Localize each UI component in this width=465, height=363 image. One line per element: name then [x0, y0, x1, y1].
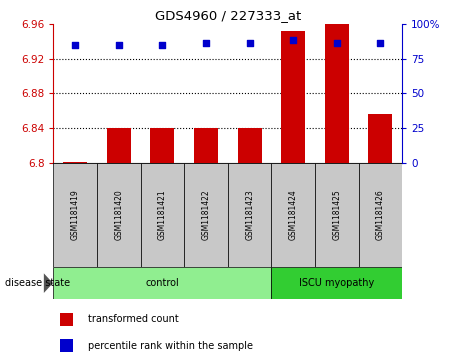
- Bar: [97, 163, 140, 267]
- Bar: [272, 267, 402, 299]
- Point: [290, 37, 297, 43]
- Text: GSM1181424: GSM1181424: [289, 190, 298, 240]
- Text: GSM1181425: GSM1181425: [332, 190, 341, 240]
- Text: GSM1181422: GSM1181422: [201, 190, 211, 240]
- Text: disease state: disease state: [5, 278, 70, 288]
- Bar: [151, 129, 174, 163]
- Text: GSM1181420: GSM1181420: [114, 190, 123, 240]
- Text: GSM1181423: GSM1181423: [245, 190, 254, 240]
- Bar: [107, 129, 131, 163]
- Bar: [60, 313, 73, 326]
- Text: GSM1181426: GSM1181426: [376, 190, 385, 240]
- Text: control: control: [146, 278, 179, 288]
- Bar: [60, 339, 73, 352]
- Bar: [315, 163, 359, 267]
- Bar: [53, 163, 97, 267]
- Point: [246, 40, 253, 46]
- Point: [159, 42, 166, 48]
- Bar: [238, 129, 262, 163]
- Bar: [228, 163, 272, 267]
- Text: percentile rank within the sample: percentile rank within the sample: [88, 340, 253, 351]
- Point: [333, 40, 340, 46]
- Text: GSM1181421: GSM1181421: [158, 190, 167, 240]
- Point: [377, 40, 384, 46]
- Text: ISCU myopathy: ISCU myopathy: [299, 278, 374, 288]
- Bar: [53, 267, 272, 299]
- Point: [115, 42, 123, 48]
- Bar: [281, 30, 305, 163]
- Point: [202, 40, 210, 46]
- Text: transformed count: transformed count: [88, 314, 179, 324]
- Bar: [140, 163, 184, 267]
- Bar: [194, 129, 218, 163]
- Polygon shape: [44, 273, 53, 293]
- Point: [72, 42, 79, 48]
- Bar: [368, 114, 392, 163]
- Bar: [184, 163, 228, 267]
- Bar: [359, 163, 402, 267]
- Title: GDS4960 / 227333_at: GDS4960 / 227333_at: [155, 9, 301, 23]
- Text: GSM1181419: GSM1181419: [71, 190, 80, 240]
- Bar: [325, 24, 349, 163]
- Bar: [272, 163, 315, 267]
